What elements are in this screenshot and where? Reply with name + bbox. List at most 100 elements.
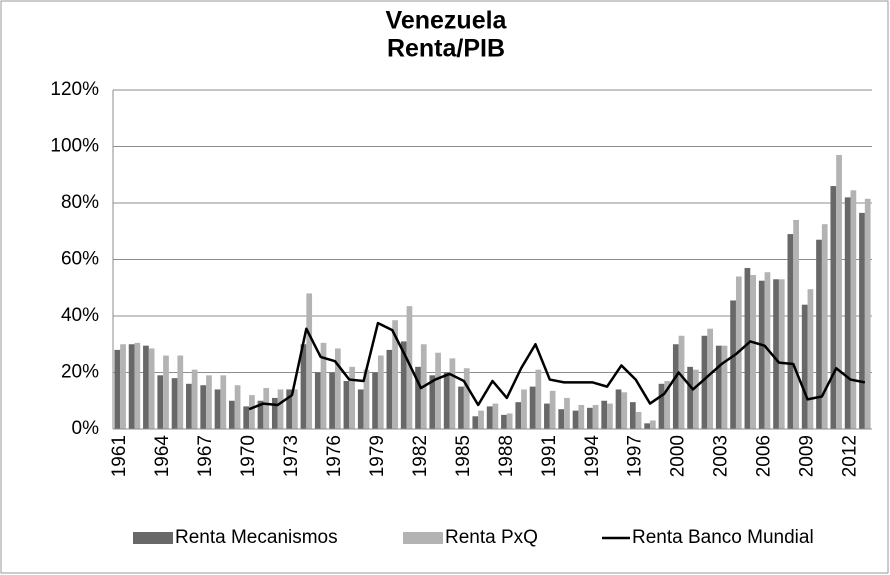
bar [816,239,822,429]
y-tick-label: 120% [50,79,99,100]
bar [349,366,356,429]
bar [807,289,814,429]
bar [234,385,241,429]
bar [758,280,765,429]
bar [320,342,327,429]
x-tick-label: 2009 [797,435,818,477]
bar [521,389,527,429]
bar [658,383,665,429]
bar [228,400,235,429]
legend-swatch [133,532,173,544]
bar [592,404,599,429]
bar [392,320,398,429]
bar [644,423,651,429]
bar [449,358,456,429]
bar [478,410,484,429]
bar [506,413,513,429]
bar [672,344,679,429]
bar [400,341,407,429]
bar [535,369,542,429]
bar [120,344,126,429]
bar [750,275,757,429]
bar [578,404,585,429]
bar [200,385,207,429]
bar [249,395,255,429]
legend-label: Renta Mecanismos [175,527,338,548]
chart-title: Venezuela [386,7,508,35]
bar [143,345,149,429]
legend-label: Renta PxQ [445,527,538,548]
x-tick-label: 2006 [754,435,775,477]
bar [701,335,708,429]
bar [778,279,785,429]
y-tick-label: 100% [50,136,99,157]
bar [472,416,479,429]
bar [515,402,522,429]
x-tick-label: 1967 [195,435,216,477]
bar [544,403,550,429]
x-tick-label: 2012 [840,435,861,477]
bar [830,186,837,429]
x-tick-label: 1976 [324,435,345,477]
bar [707,328,714,429]
bar [277,389,284,429]
bar [787,234,794,429]
x-tick-label: 1964 [152,435,173,478]
bar [257,400,264,429]
bar [572,410,579,429]
bar [587,407,593,429]
bar [635,412,642,429]
bar [793,219,799,429]
bar [821,224,828,429]
bar [372,372,378,429]
x-tick-label: 1985 [453,435,474,477]
bar [343,380,350,429]
bar [650,420,656,429]
bar [186,383,192,429]
bar [463,368,470,429]
y-tick-label: 0% [72,418,100,439]
x-tick-label: 1979 [367,435,388,477]
bar [263,388,270,429]
bar [243,406,250,429]
bar [664,380,671,429]
x-tick-label: 1970 [238,435,259,477]
x-tick-label: 1973 [281,435,302,477]
chart-subtitle: Renta/PIB [387,35,505,63]
bar [163,355,169,429]
bar [621,392,628,429]
bar [721,345,728,429]
x-tick-label: 1988 [496,435,517,477]
bar [615,389,622,429]
x-tick-label: 1982 [410,435,431,477]
bar [171,378,178,429]
bar [687,366,693,429]
bar [363,369,370,429]
bar [730,300,736,429]
y-tick-label: 40% [61,305,99,326]
x-tick-label: 1997 [625,435,646,477]
bar [678,335,685,429]
bar [864,198,871,429]
x-tick-label: 2000 [668,435,689,477]
bar [314,372,321,429]
bar [214,389,221,429]
y-tick-label: 80% [61,192,99,213]
bar [601,400,608,429]
bar [306,293,313,429]
bar [435,352,441,429]
bar [859,212,865,429]
bar [271,397,278,429]
bar [850,190,857,429]
bar [715,345,722,429]
bar [406,306,413,429]
bar [607,403,613,429]
y-tick-label: 60% [61,249,99,270]
x-tick-label: 1991 [539,435,560,477]
bar [844,197,851,429]
bar [206,375,212,429]
bar [128,344,135,429]
bar [177,355,184,429]
bar [377,355,384,429]
